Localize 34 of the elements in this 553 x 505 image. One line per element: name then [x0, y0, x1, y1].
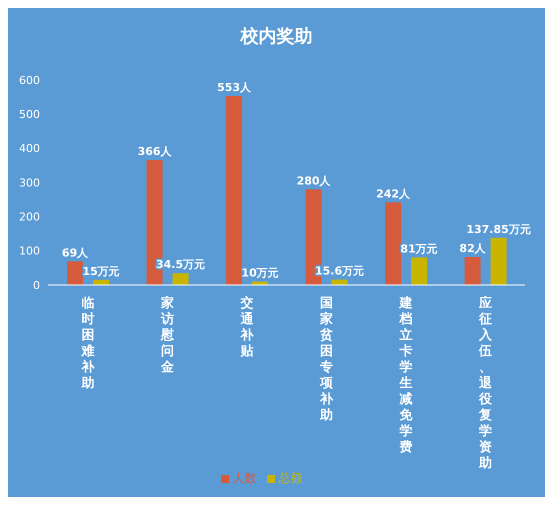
bar — [172, 273, 189, 285]
data-label: 280人 — [296, 174, 332, 188]
data-label: 69人 — [62, 246, 90, 260]
data-label: 366人 — [138, 144, 173, 158]
legend-label: 人数 — [232, 471, 256, 485]
y-tick-label: 600 — [19, 74, 40, 87]
x-tick-label: 家访慰问金 — [160, 295, 175, 375]
bar — [490, 238, 507, 285]
category-label: 应征入伍、退役复学资助 — [478, 296, 492, 471]
y-tick-label: 200 — [19, 210, 40, 224]
data-label: 81万元 — [400, 242, 438, 256]
y-tick-label: 300 — [19, 176, 40, 190]
chart-title: 校内奖助 — [239, 25, 314, 48]
y-tick-label: 100 — [19, 244, 40, 258]
y-tick-label: 0 — [33, 278, 40, 292]
data-label: 15万元 — [82, 264, 120, 278]
data-label: 10万元 — [241, 266, 279, 280]
data-label: 137.85万元 — [466, 222, 531, 236]
x-tick-label: 临时困难补助 — [80, 296, 96, 391]
bar — [226, 96, 242, 285]
x-tick-label: 国家贫困专项补助 — [318, 296, 334, 423]
bar — [385, 202, 402, 285]
bar — [411, 257, 428, 285]
bar — [464, 256, 481, 285]
y-tick-label: 400 — [19, 142, 40, 156]
data-label: 553人 — [217, 81, 252, 94]
legend-label: 总额 — [278, 471, 302, 485]
bar — [67, 261, 84, 285]
x-tick-label: 交通补贴 — [239, 295, 254, 359]
data-label: 82人 — [459, 242, 487, 255]
data-label: 242人 — [376, 187, 412, 200]
bar — [332, 280, 348, 285]
category-label: 建档立卡学生减免学费 — [399, 296, 412, 455]
y-tick-label: 500 — [19, 108, 40, 122]
